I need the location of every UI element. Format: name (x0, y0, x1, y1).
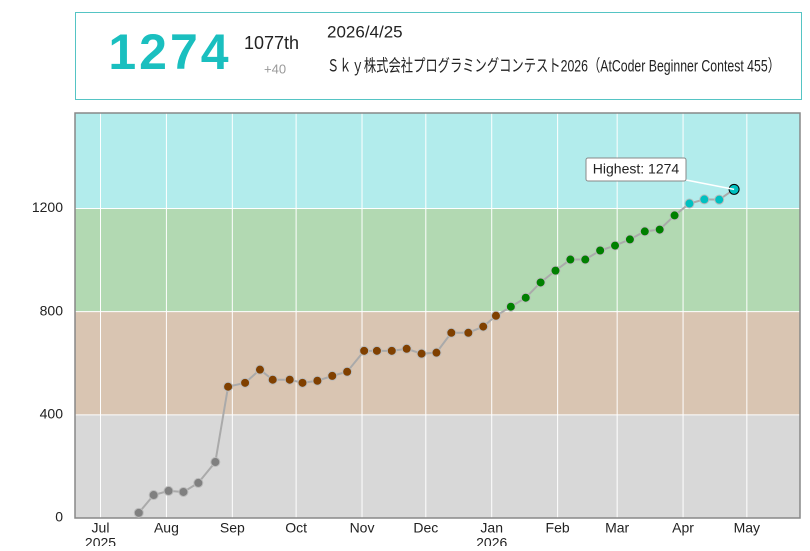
rating-band (75, 311, 800, 415)
diff: +40 (264, 61, 286, 76)
rating-point (520, 292, 531, 303)
x-tick-label: Dec (413, 520, 438, 536)
annotation-box (585, 157, 687, 182)
rating-point (550, 265, 561, 276)
x-tick-label: Jul (92, 520, 110, 536)
x-tick-label: Jan (480, 520, 503, 536)
rating-point (595, 245, 606, 256)
rating-point (654, 224, 665, 235)
annotation: Highest: 1274 (593, 161, 680, 177)
rating-point (223, 381, 234, 392)
rating-point (193, 477, 204, 488)
rating-point (133, 507, 144, 518)
rating-point (312, 375, 323, 386)
contest: Ｓｋｙ株式会社プログラミングコンテスト2026（AtCoder Beginner… (327, 56, 780, 75)
x-tick-label: May (734, 520, 760, 536)
rating-point (401, 343, 412, 354)
rating-point (565, 254, 576, 265)
rating-point (327, 370, 338, 381)
x-tick-label: Sep (220, 520, 245, 536)
rating-point (505, 301, 516, 312)
x-year-label: 2025 (85, 535, 116, 546)
y-tick-label: 800 (40, 302, 64, 318)
rating-point (490, 310, 501, 321)
rating-point (342, 366, 353, 377)
rating-point (416, 348, 427, 359)
rating-point (284, 374, 295, 385)
y-tick-label: 1200 (32, 199, 63, 215)
rating-point (639, 226, 650, 237)
rating-point (446, 327, 457, 338)
x-tick-label: Nov (350, 520, 375, 536)
rating-band (75, 113, 800, 209)
rating-point (178, 486, 189, 497)
x-year-label: 2026 (476, 535, 507, 546)
x-tick-label: Oct (285, 520, 307, 536)
rating-point (714, 194, 725, 205)
x-tick-label: Aug (154, 520, 179, 536)
rating-point (254, 364, 265, 375)
rating-point (386, 345, 397, 356)
rating-point (148, 490, 159, 501)
rating-point (699, 194, 710, 205)
x-tick-label: Mar (605, 520, 629, 536)
rating-point (684, 198, 695, 209)
annotation-line (685, 179, 735, 191)
rating: 1274 (108, 24, 231, 80)
rating-point (478, 321, 489, 332)
x-tick-label: Apr (672, 520, 694, 536)
rating-point (371, 345, 382, 356)
x-tick-label: Feb (546, 520, 570, 536)
y-tick-label: 0 (55, 509, 63, 525)
rating-point (210, 457, 221, 468)
rating-band (75, 208, 800, 312)
header-box (75, 12, 802, 100)
rating-point (163, 485, 174, 496)
rating-point (359, 345, 370, 356)
rating-point (267, 374, 278, 385)
plot-border (74, 112, 801, 519)
rating-band (75, 414, 800, 518)
rating-point (431, 347, 442, 358)
rating-point (610, 240, 621, 251)
rating-point (669, 210, 680, 221)
rating-point (297, 377, 308, 388)
date: 2026/4/25 (327, 22, 403, 41)
rating-point (624, 234, 635, 245)
rating-point (535, 277, 546, 288)
rating-point (240, 377, 251, 388)
y-tick-label: 400 (40, 406, 64, 422)
rank: 1077th (244, 33, 299, 53)
rating-point (580, 254, 591, 265)
rating-point (463, 327, 474, 338)
